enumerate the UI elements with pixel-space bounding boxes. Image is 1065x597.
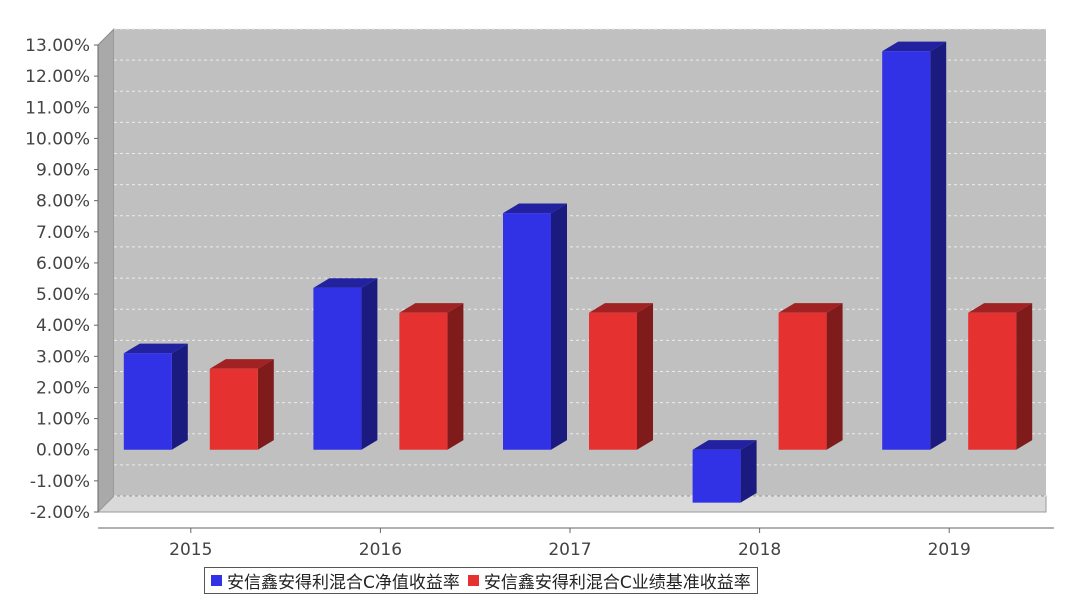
y-tick-label: -2.00% — [30, 503, 90, 523]
bar-side-nav-2019 — [930, 41, 947, 450]
bar-side-benchmark-2019 — [1016, 303, 1033, 450]
bar-nav-2018 — [692, 449, 741, 503]
y-tick-label: -1.00% — [30, 472, 90, 492]
bar-top-nav-2016 — [313, 278, 378, 288]
y-tick-label: 13.00% — [25, 36, 90, 56]
bar-top-nav-2015 — [123, 343, 188, 354]
y-tick-label: 3.00% — [36, 347, 90, 367]
x-tick-label: 2016 — [359, 540, 402, 560]
y-tick-label: 12.00% — [25, 67, 90, 87]
y-tick-label: 2.00% — [36, 378, 90, 398]
bar-side-benchmark-2016 — [447, 303, 464, 450]
y-tick-label: 0.00% — [36, 441, 90, 461]
bar-side-benchmark-2018 — [826, 303, 843, 450]
bar-nav-2019 — [882, 51, 931, 450]
x-tick-label: 2018 — [738, 540, 781, 560]
legend-swatch-benchmark — [467, 575, 479, 586]
y-tick-label: 10.00% — [25, 129, 90, 149]
bar-chart: 13.00% 12.00% 11.00% 10.00% 9.00% 8.00% 7.00% 6… — [25, 27, 1054, 560]
bar-top-nav-2017 — [503, 203, 567, 214]
bar-top-benchmark-2015 — [209, 359, 274, 369]
bar-top-benchmark-2017 — [589, 303, 653, 313]
x-tick-label: 2017 — [548, 540, 591, 560]
x-tick-label: 2015 — [169, 540, 212, 560]
bar-top-nav-2018 — [692, 440, 757, 450]
y-tick-label: 4.00% — [36, 316, 90, 336]
y-tick-label: 5.00% — [36, 285, 90, 305]
bar-benchmark-2016 — [399, 312, 448, 450]
bar-top-benchmark-2019 — [968, 303, 1033, 313]
y-tick-label: 6.00% — [36, 254, 90, 274]
bar-benchmark-2019 — [968, 312, 1017, 450]
legend-label-benchmark: 安信鑫安得利混合C业绩基准收益率 — [483, 573, 751, 593]
back-wall-left — [97, 27, 115, 514]
bar-side-nav-2018 — [740, 440, 757, 503]
bar-side-benchmark-2017 — [637, 303, 653, 450]
legend-item-benchmark-return: 安信鑫安得利混合C业绩基准收益率 — [467, 568, 751, 593]
y-tick-label: 7.00% — [36, 223, 90, 243]
bar-nav-2017 — [503, 213, 551, 450]
y-tick-label: 1.00% — [36, 410, 90, 430]
bar-top-benchmark-2016 — [399, 303, 464, 313]
legend-item-nav-return: 安信鑫安得利混合C净值收益率 — [211, 568, 460, 593]
y-tick-label: 8.00% — [36, 192, 90, 212]
bar-benchmark-2018 — [778, 312, 827, 450]
bar-side-nav-2016 — [361, 278, 378, 450]
legend-swatch-nav — [211, 575, 222, 586]
legend: 安信鑫安得利混合C净值收益率 安信鑫安得利混合C业绩基准收益率 — [204, 567, 758, 594]
bar-benchmark-2017 — [589, 312, 637, 450]
legend-label-nav: 安信鑫安得利混合C净值收益率 — [227, 573, 460, 593]
y-tick-label: 9.00% — [36, 161, 90, 181]
bar-nav-2016 — [313, 287, 362, 450]
floor — [96, 495, 1047, 513]
bar-side-benchmark-2015 — [257, 359, 274, 450]
bar-top-nav-2019 — [882, 41, 947, 52]
bar-nav-2015 — [123, 353, 172, 450]
bar-top-benchmark-2018 — [778, 303, 843, 313]
bar-side-nav-2017 — [551, 203, 567, 450]
x-tick-label: 2019 — [928, 540, 971, 560]
bar-side-nav-2015 — [171, 343, 188, 450]
y-tick-label: 11.00% — [25, 98, 90, 118]
bar-benchmark-2015 — [209, 368, 258, 450]
